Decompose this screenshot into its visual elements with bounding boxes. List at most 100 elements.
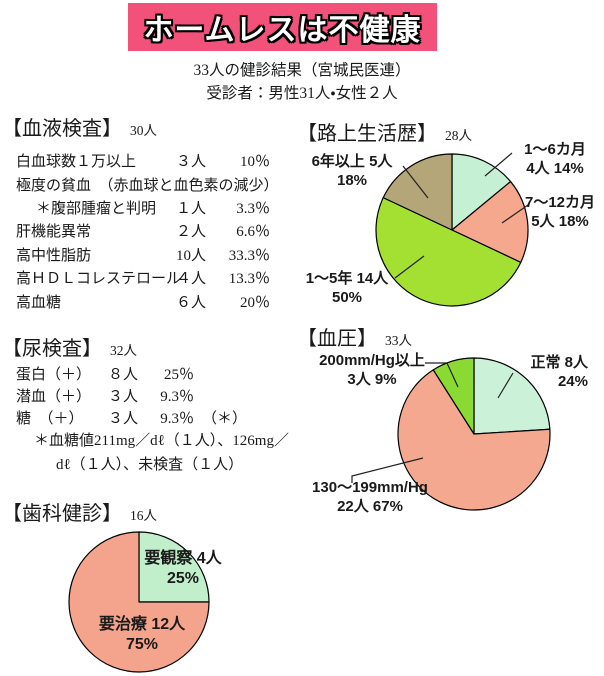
row-label: 高中性脂肪 <box>16 247 92 264</box>
row-percent: 25％ <box>163 366 194 383</box>
table-row: 潜血（＋） ３人 9.3％ <box>16 384 247 406</box>
pie-label-text: 6年以上 5人 <box>311 153 393 170</box>
pie-label-value: 5人 18% <box>531 212 589 230</box>
pie-label-text: 要観察 4人 <box>144 550 222 567</box>
row-count: 10人 <box>175 247 206 264</box>
row-percent: 3.3％ <box>236 200 270 217</box>
row-count: ６人 <box>175 294 206 311</box>
footnote-line1: ＊血糖値211mg／dℓ（１人）、126mg／ <box>34 433 289 449</box>
row-label: 高血糖 <box>16 294 62 311</box>
section-heading: 【血液検査】 <box>2 118 122 140</box>
blood-pressure-header: 【血圧】 33人 <box>297 322 412 351</box>
pie-slice-正常 <box>473 357 551 435</box>
blood-test-header: 【血液検査】 30人 <box>2 112 157 141</box>
table-row: 極度の貧血 （赤血球と血色素の減少） <box>16 172 279 195</box>
leader-line <box>497 372 514 399</box>
section-count: 32人 <box>110 343 137 358</box>
row-count: ３人 <box>107 388 138 405</box>
section-heading: 【歯科健診】 <box>2 503 122 525</box>
row-count: ２人 <box>175 224 206 241</box>
pie-slice-要観察 <box>138 531 210 603</box>
street-life-pie-chart <box>375 152 529 307</box>
row-percent: 20％ <box>239 294 270 311</box>
blood-sugar-footnote: ＊血糖値211mg／dℓ（１人）、126mg／ dℓ（１人）、未検査（１人） <box>34 430 289 477</box>
pie-slice-6年以上 <box>382 153 453 231</box>
row-percent: 13.3％ <box>228 271 270 288</box>
pie-label-text: 130～199mm/Hg <box>312 479 428 496</box>
table-row: 蛋白（＋） ８人 25％ <box>16 362 247 384</box>
leader-line <box>351 457 424 483</box>
table-row: ＊腹部腫瘤と判明 １人 3.3％ <box>16 196 279 219</box>
pie-label-value: 18% <box>336 171 368 189</box>
pie-slices <box>375 153 529 307</box>
pie-label-text: 200mm/Hg以上 <box>319 352 425 369</box>
urine-test-header: 【尿検査】 32人 <box>2 332 137 361</box>
row-count: ８人 <box>107 366 138 383</box>
row-count: ３人 <box>107 411 138 428</box>
table-row: 肝機能異常 ２人 6.6％ <box>16 219 279 242</box>
street-life-header: 【路上生活歴】 28人 <box>297 117 472 146</box>
title-banner: ホームレスは不健康 <box>128 3 437 51</box>
pie-label-1-5years: 1～5年 14人 50% <box>295 270 399 307</box>
leader-line <box>484 152 513 177</box>
pie-label-text: 正常 8人 <box>530 354 588 371</box>
pie-slice-130～199mm/Hg <box>397 369 551 511</box>
table-row: 白血球数１万以上 ３人 10％ <box>16 149 279 172</box>
blood-pressure-pie-chart <box>351 357 551 511</box>
pie-slices <box>397 357 551 511</box>
table-row: 高ＨＤＬコレステロール ４人 13.3％ <box>16 266 279 289</box>
pie-slice-200mm/Hg以上 <box>432 357 475 435</box>
row-label: ＊腹部腫瘤と判明 <box>36 200 157 217</box>
footnote-line2: dℓ（１人）、未検査（１人） <box>56 456 244 473</box>
pie-label-6years-plus: 6年以上 5人 18% <box>299 153 405 190</box>
row-percent: 6.6％ <box>236 224 270 241</box>
section-heading: 【路上生活歴】 <box>297 123 437 145</box>
pie-label-text: 1～6カ月 <box>524 141 586 158</box>
pie-slice-要治療 <box>68 531 210 673</box>
pie-label-text: 要治療 12人 <box>98 616 186 633</box>
row-count: ４人 <box>175 271 206 288</box>
section-count: 16人 <box>130 508 157 523</box>
pie-label-value: 3人 9% <box>347 370 397 388</box>
row-full-text: 極度の貧血 （赤血球と血色素の減少） <box>16 177 279 194</box>
section-count: 33人 <box>385 333 412 348</box>
pie-label-text: 1～5年 14人 <box>305 270 389 287</box>
row-percent: 10％ <box>239 154 270 171</box>
leader-line <box>501 204 529 224</box>
pie-label-130-199: 130～199mm/Hg 22人 67% <box>310 479 430 516</box>
leader-lines <box>351 362 514 483</box>
urine-test-table: 蛋白（＋） ８人 25％ 潜血（＋） ３人 9.3％ 糖 （＋） ３人 9.3％… <box>16 362 247 429</box>
section-heading: 【尿検査】 <box>2 338 102 360</box>
pie-label-value: 24% <box>557 372 588 390</box>
pie-label-text: 7～12カ月 <box>524 194 596 211</box>
section-count: 28人 <box>445 128 472 143</box>
pie-label-1-6months: 1～6カ月 4人 14% <box>505 141 604 178</box>
row-percent: 9.3％ <box>160 411 194 428</box>
table-row: 高中性脂肪 10人 33.3％ <box>16 243 279 266</box>
table-row: 高血糖 ６人 20％ <box>16 289 279 312</box>
pie-label-value: 75% <box>125 636 159 653</box>
leader-line <box>394 255 425 279</box>
row-percent: 9.3％ <box>160 388 194 405</box>
pie-slice-1～5年 <box>375 197 522 307</box>
subtitle-line1: 33人の健診結果（宮城民医連） <box>193 62 411 79</box>
leader-line <box>402 165 429 199</box>
blood-test-table: 白血球数１万以上 ３人 10％ 極度の貧血 （赤血球と血色素の減少） ＊腹部腫瘤… <box>16 149 279 313</box>
row-label: 糖 （＋） <box>16 411 84 428</box>
row-count: １人 <box>175 200 206 217</box>
page-title: ホームレスは不健康 <box>143 13 422 48</box>
leader-lines <box>394 152 529 279</box>
pie-slices <box>68 531 210 673</box>
pie-label-normal: 正常 8人 24% <box>500 354 588 391</box>
pie-label-treatment: 要治療 12人 75% <box>90 615 194 655</box>
pie-label-value: 22人 67% <box>337 497 403 515</box>
dental-pie-chart <box>68 531 210 673</box>
row-label: 蛋白（＋） <box>16 366 92 383</box>
pie-label-7-12months: 7～12カ月 5人 18% <box>512 194 604 231</box>
row-label: 潜血（＋） <box>16 388 92 405</box>
subtitle: 33人の健診結果（宮城民医連） 受診者：男性31人・女性２人 <box>0 59 604 105</box>
pie-slice-1～6カ月 <box>451 153 512 231</box>
row-label: 肝機能異常 <box>16 224 92 241</box>
row-percent: 33.3％ <box>228 247 270 264</box>
